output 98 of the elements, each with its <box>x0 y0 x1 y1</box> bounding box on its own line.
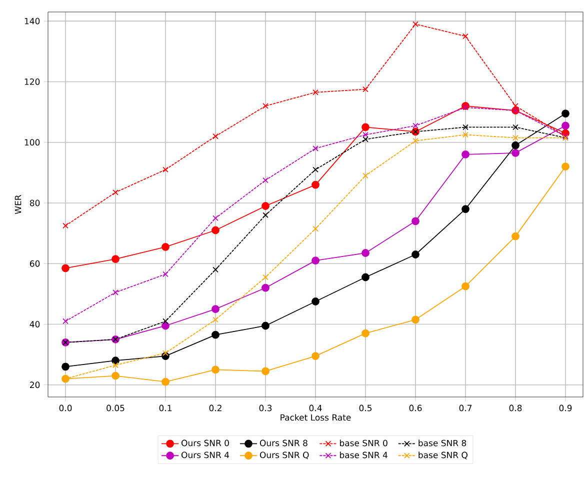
point <box>362 249 370 257</box>
point <box>512 124 518 130</box>
y-tick-label: 120 <box>24 78 40 85</box>
point <box>112 255 120 264</box>
point <box>312 145 318 152</box>
point <box>262 103 268 109</box>
x-tick-label: 0.0 <box>59 404 72 412</box>
point <box>312 352 320 360</box>
point <box>362 86 368 92</box>
point <box>562 122 570 130</box>
point <box>362 273 370 282</box>
point <box>512 149 520 157</box>
point <box>412 316 420 324</box>
point <box>412 250 420 258</box>
point <box>362 123 370 132</box>
point <box>162 318 168 324</box>
y-tick-label: 40 <box>30 321 40 328</box>
point <box>312 89 318 96</box>
legend-label: base SNR 8 <box>418 440 466 446</box>
point <box>262 274 268 280</box>
point <box>212 215 218 222</box>
point <box>412 138 418 144</box>
point <box>112 362 118 368</box>
point <box>312 298 320 306</box>
point <box>162 271 168 278</box>
point <box>162 322 170 330</box>
point <box>112 356 120 365</box>
legend-label: Ours SNR 0 <box>182 440 229 446</box>
point <box>262 284 270 292</box>
x-axis-title: Packet Loss Rate <box>280 414 351 421</box>
y-tick-label: 80 <box>30 200 40 206</box>
point <box>212 316 218 323</box>
point <box>312 180 320 189</box>
point <box>512 141 520 150</box>
point <box>162 166 168 173</box>
x-tick-label: 0.7 <box>459 404 472 412</box>
x-tick-label: 0.5 <box>359 404 372 412</box>
point <box>162 350 168 356</box>
point <box>512 232 520 240</box>
x-tick-label: 0.05 <box>106 404 124 412</box>
point <box>212 226 220 234</box>
point <box>462 150 470 158</box>
x-tick-label: 0.3 <box>259 404 272 412</box>
x-tick-label: 0.2 <box>209 404 222 412</box>
point <box>462 104 468 110</box>
point <box>112 372 120 380</box>
legend-label: base SNR 4 <box>340 452 388 458</box>
point <box>562 110 570 118</box>
y-axis-title: WER <box>14 194 22 214</box>
point <box>262 177 268 184</box>
point <box>112 289 118 296</box>
point <box>212 305 220 314</box>
legend-label: Ours SNR Q <box>260 452 309 460</box>
point <box>162 378 170 386</box>
y-tick-label: 60 <box>30 260 40 267</box>
point <box>212 266 218 273</box>
x-tick-label: 0.6 <box>409 404 422 412</box>
x-tick-label: 0.1 <box>159 404 172 412</box>
point <box>262 322 270 330</box>
x-tick-label: 0.8 <box>509 404 522 412</box>
point <box>512 134 518 141</box>
point <box>62 318 68 324</box>
legend-label: base SNR Q <box>418 452 468 460</box>
x-tick-label: 0.9 <box>559 404 572 412</box>
point <box>462 282 470 290</box>
point <box>462 132 468 138</box>
point <box>312 256 320 265</box>
point <box>412 122 418 129</box>
point <box>212 330 220 339</box>
legend-label: Ours SNR 8 <box>260 440 308 446</box>
point <box>362 172 368 179</box>
point <box>462 124 468 130</box>
y-tick-label: 20 <box>30 382 40 388</box>
point <box>112 189 118 196</box>
legend-label: Ours SNR 4 <box>182 452 230 458</box>
point <box>412 21 418 28</box>
point <box>212 366 220 374</box>
point <box>362 132 368 138</box>
y-tick-label: 140 <box>24 18 40 24</box>
point <box>462 33 468 40</box>
point <box>412 217 420 226</box>
point <box>362 136 368 142</box>
point <box>312 166 318 173</box>
point <box>312 226 318 232</box>
point <box>262 212 268 218</box>
point <box>562 162 570 171</box>
point <box>162 242 170 251</box>
point <box>212 133 218 140</box>
point <box>62 362 70 371</box>
point <box>462 205 470 213</box>
legend-label: base SNR 0 <box>340 440 388 446</box>
point <box>262 202 270 210</box>
point <box>362 329 370 338</box>
y-tick-label: 100 <box>24 139 40 146</box>
point <box>62 222 68 229</box>
point <box>262 367 270 376</box>
point <box>62 264 70 272</box>
x-tick-label: 0.4 <box>309 404 322 412</box>
